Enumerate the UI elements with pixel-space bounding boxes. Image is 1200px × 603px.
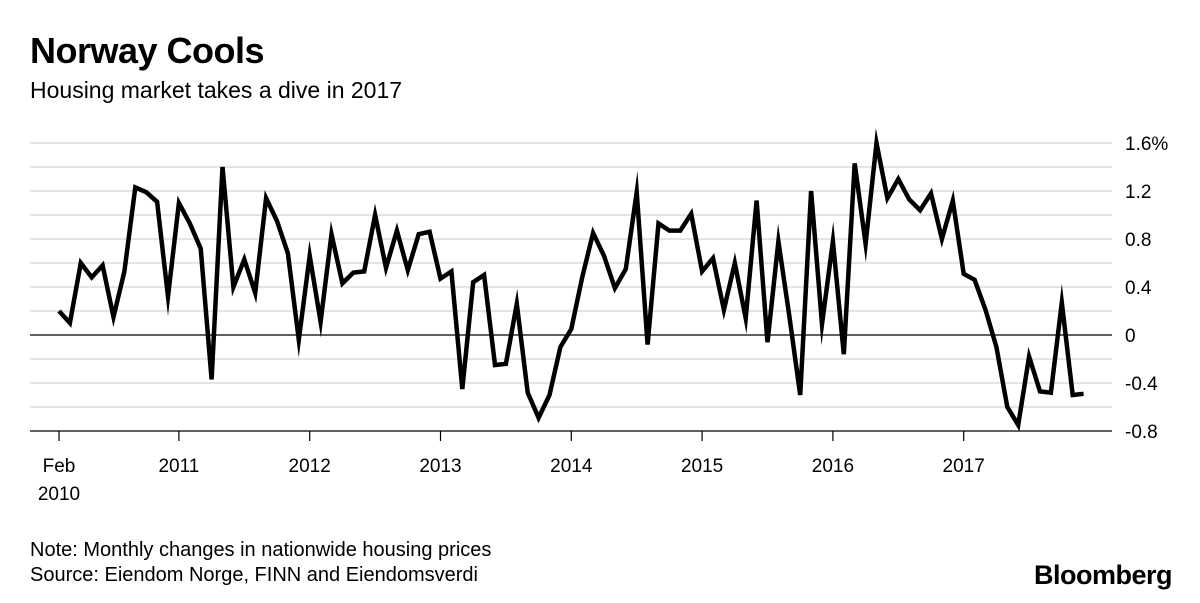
chart-subtitle: Housing market takes a dive in 2017: [30, 77, 403, 103]
chart-title: Norway Cools: [30, 30, 265, 71]
x-tick-label: 2014: [550, 456, 593, 477]
chart-footnote: Note: Monthly changes in nationwide hous…: [30, 538, 491, 588]
source-text: Source: Eiendom Norge, FINN and Eiendoms…: [30, 564, 478, 586]
note-text: Note: Monthly changes in nationwide hous…: [30, 539, 492, 561]
y-tick-label: -0.4: [1125, 374, 1158, 395]
x-tick-label: 2016: [812, 456, 854, 477]
y-tick-label: 0.4: [1125, 278, 1152, 299]
y-tick-label: 0: [1125, 326, 1136, 347]
series-line: [57, 128, 1084, 432]
x-tick-label: 2013: [419, 456, 461, 477]
x-tick-label: 2012: [289, 456, 331, 477]
y-tick-label: 1.6%: [1125, 134, 1168, 155]
y-axis-ticks: 1.6% 1.2 0.8 0.4 0 -0.4 -0.8: [1125, 134, 1168, 443]
x-tick-label: Feb: [43, 456, 76, 477]
y-tick-label: 0.8: [1125, 230, 1151, 251]
x-tick-label: 2011: [158, 456, 199, 477]
x-tick-label: 2017: [943, 456, 985, 477]
x-tick-label: 2015: [681, 456, 723, 477]
y-tick-label: 1.2: [1125, 182, 1151, 203]
x-tick-label-year: 2010: [38, 484, 80, 505]
x-axis: Feb 2010 2011 2012 2013 2014 2015 2016 2017: [38, 431, 985, 505]
grid-lines: [30, 142, 1112, 432]
series-layer: [57, 128, 1084, 432]
y-tick-label: -0.8: [1125, 422, 1158, 443]
bloomberg-logo: Bloomberg: [1033, 560, 1173, 590]
